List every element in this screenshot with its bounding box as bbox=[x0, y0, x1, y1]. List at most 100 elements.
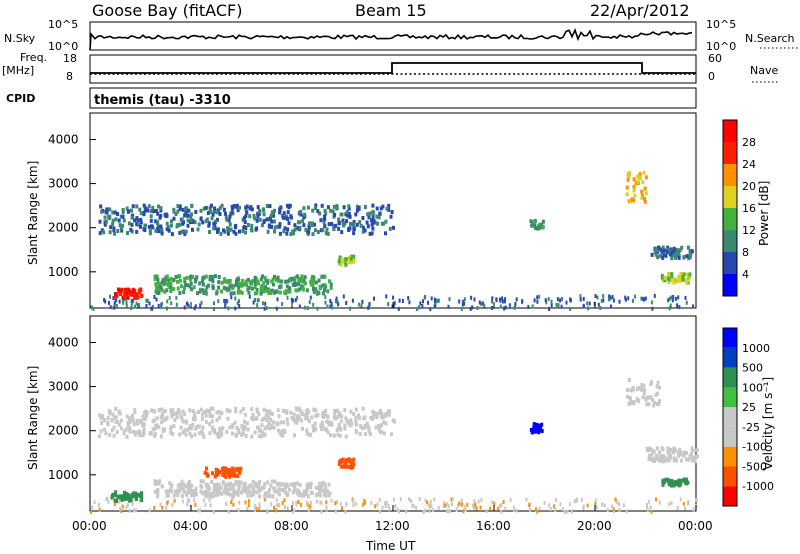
echo-cell bbox=[207, 409, 211, 414]
echo-cell bbox=[114, 406, 118, 411]
echo-cell bbox=[160, 227, 164, 232]
echo-cell bbox=[321, 283, 325, 288]
echo-cell bbox=[199, 479, 203, 484]
speckle-cell bbox=[170, 301, 173, 306]
echo-cell bbox=[139, 418, 143, 423]
colorbar-segment bbox=[723, 426, 737, 447]
echo-cell bbox=[106, 420, 110, 425]
echo-cell bbox=[250, 228, 254, 233]
echo-cell bbox=[157, 204, 160, 209]
echo-cell bbox=[363, 415, 367, 420]
speckle-cell bbox=[108, 300, 110, 305]
echo-cell bbox=[360, 426, 364, 431]
speckle-cell bbox=[610, 304, 612, 309]
echo-cell bbox=[629, 388, 633, 393]
echo-cell bbox=[226, 226, 230, 231]
echo-cell bbox=[255, 490, 259, 495]
speckle-cell bbox=[115, 304, 118, 308]
echo-cell bbox=[352, 220, 356, 224]
echo-cell bbox=[268, 488, 271, 493]
echo-cell bbox=[264, 278, 268, 283]
echo-cell bbox=[140, 494, 144, 499]
echo-cell bbox=[225, 483, 229, 488]
echo-cell bbox=[234, 406, 238, 411]
echo-cell bbox=[207, 221, 211, 226]
speckle-cell bbox=[434, 298, 437, 303]
echo-cell bbox=[349, 458, 353, 463]
echo-cell bbox=[157, 290, 161, 295]
echo-cell bbox=[115, 499, 119, 503]
echo-cell bbox=[327, 493, 331, 498]
echo-cell bbox=[227, 287, 231, 292]
speckle-cell bbox=[254, 504, 257, 508]
x-tick-label: 04:00 bbox=[173, 519, 208, 533]
echo-cell bbox=[640, 195, 644, 200]
echo-cell bbox=[277, 414, 281, 419]
echo-cell bbox=[650, 448, 654, 453]
speckle-cell bbox=[334, 501, 337, 506]
echo-cell bbox=[282, 215, 285, 220]
echo-cell bbox=[140, 293, 144, 298]
echo-cell bbox=[223, 279, 227, 284]
echo-cell bbox=[670, 483, 674, 488]
echo-cell bbox=[126, 231, 129, 235]
speckle-cell bbox=[342, 294, 345, 299]
echo-cell bbox=[659, 253, 662, 258]
echo-cell bbox=[346, 464, 349, 469]
echo-cell bbox=[663, 275, 667, 280]
echo-cell bbox=[300, 411, 304, 416]
echo-cell bbox=[686, 480, 690, 485]
echo-cell bbox=[269, 213, 273, 218]
echo-cell bbox=[104, 219, 108, 224]
echo-cell bbox=[690, 447, 694, 452]
echo-cell bbox=[220, 280, 224, 285]
echo-cell bbox=[375, 415, 379, 420]
echo-cell bbox=[332, 227, 336, 231]
echo-cell bbox=[260, 430, 264, 435]
echo-cell bbox=[119, 418, 123, 423]
echo-cell bbox=[276, 482, 280, 487]
echo-cell bbox=[169, 486, 173, 491]
echo-cell bbox=[100, 209, 104, 214]
echo-cell bbox=[139, 224, 142, 229]
echo-cell bbox=[278, 290, 282, 295]
speckle-cell bbox=[345, 501, 348, 506]
colorbar-segment bbox=[723, 208, 737, 230]
echo-cell bbox=[253, 291, 257, 296]
speckle-cell bbox=[677, 295, 680, 300]
speckle-cell bbox=[477, 499, 480, 504]
speckle-cell bbox=[618, 299, 621, 304]
echo-cell bbox=[330, 222, 334, 226]
echo-cell bbox=[285, 284, 289, 289]
echo-cell bbox=[169, 223, 173, 228]
speckle-cell bbox=[569, 297, 572, 302]
speckle-cell bbox=[208, 498, 211, 503]
x-tick-label: 00:00 bbox=[678, 519, 713, 533]
echo-cell bbox=[119, 289, 123, 293]
echo-cell bbox=[206, 494, 210, 499]
echo-cell bbox=[105, 207, 109, 212]
echo-cell bbox=[345, 257, 349, 262]
echo-cell bbox=[136, 218, 140, 223]
echo-cell bbox=[131, 204, 135, 209]
speckle-cell bbox=[447, 504, 450, 509]
beam-title: Beam 15 bbox=[355, 1, 427, 20]
echo-cell bbox=[155, 285, 159, 290]
echo-cell bbox=[163, 417, 167, 422]
echo-cell bbox=[184, 432, 188, 437]
speckle-cell bbox=[252, 300, 255, 305]
echo-cell bbox=[115, 430, 119, 435]
echo-cell bbox=[276, 408, 280, 413]
echo-cell bbox=[632, 387, 636, 392]
speckle-cell bbox=[594, 501, 597, 506]
echo-cell bbox=[537, 430, 541, 435]
echo-cell bbox=[332, 204, 336, 209]
echo-cell bbox=[245, 485, 249, 490]
echo-cell bbox=[281, 488, 285, 492]
echo-cell bbox=[328, 279, 331, 284]
echo-cell bbox=[164, 489, 168, 494]
echo-cell bbox=[301, 219, 305, 223]
echo-cell bbox=[323, 288, 326, 293]
echo-cell bbox=[316, 413, 320, 417]
echo-cell bbox=[661, 447, 665, 452]
